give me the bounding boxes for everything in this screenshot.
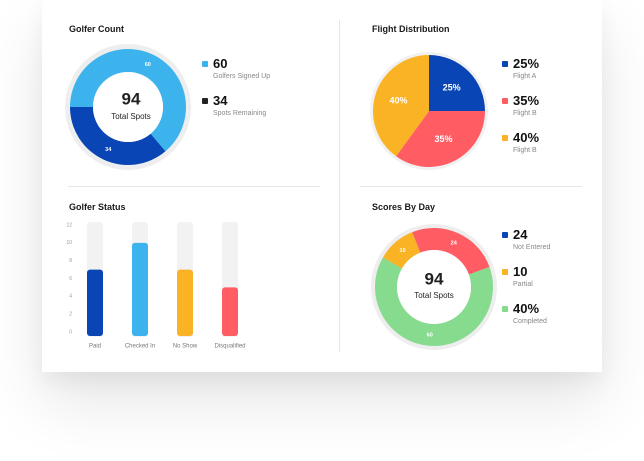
y-tick-label: 8: [69, 258, 72, 264]
golfer-count-slice: [70, 107, 166, 165]
scores-by-day-title: Scores By Day: [372, 202, 436, 212]
legend-swatch: [502, 135, 508, 141]
y-tick-label: 2: [69, 311, 72, 317]
golfer-count-center: [93, 72, 163, 142]
legend-value: 60: [213, 56, 228, 71]
legend-swatch: [502, 61, 508, 67]
scores-center-value: 94: [425, 269, 444, 288]
legend-swatch: [502, 306, 508, 312]
legend-item-flight-a: 25% Flight A: [502, 57, 539, 80]
y-tick-label: 4: [69, 294, 72, 300]
bar-disqualified: [222, 287, 238, 336]
legend-swatch: [502, 269, 508, 275]
y-tick-label: 10: [66, 240, 72, 246]
scores-by-day-slice-label: 10: [400, 248, 406, 254]
bar-no-show: [177, 269, 193, 336]
golfer-count-legend: 60 Golfers Signed Up 34 Spots Remaining: [202, 57, 270, 131]
scores-by-day-slice: [382, 232, 421, 269]
flight-distribution-slice: [429, 55, 485, 111]
legend-value: 25%: [513, 56, 540, 71]
y-tick-label: 12: [66, 222, 72, 228]
x-tick-label: Paid: [89, 344, 101, 350]
x-tick-label: Checked In: [125, 344, 155, 350]
horizontal-divider-right: [360, 186, 582, 187]
bar-paid: [87, 269, 103, 336]
golfer-count-slice-label: 60: [145, 62, 151, 68]
legend-label: Flight B: [513, 147, 537, 154]
vertical-divider: [339, 20, 340, 352]
x-tick-label: Disqualified: [214, 344, 245, 350]
x-tick-label: No Show: [173, 344, 198, 350]
flight-distribution-slice-label: 40%: [390, 95, 408, 105]
legend-label: Completed: [513, 318, 547, 325]
golfer-count-slice-label: 34: [105, 147, 112, 153]
legend-label: Golfers Signed Up: [213, 73, 271, 80]
legend-label: Not Entered: [513, 244, 551, 251]
legend-item-flight-b-2: 40% Flight B: [502, 131, 539, 154]
legend-value: 24: [513, 227, 528, 242]
flight-distribution-slice-label: 25%: [443, 83, 461, 93]
flight-distribution-slice: [373, 55, 429, 157]
scores-center-label: Total Spots: [414, 291, 454, 300]
scores-center: [397, 250, 471, 324]
bar-checked-in: [132, 242, 148, 336]
legend-item-flight-b: 35% Flight B: [502, 94, 539, 117]
legend-item-remaining: 34 Spots Remaining: [202, 94, 270, 117]
legend-swatch: [502, 232, 508, 238]
flight-distribution-legend: 25% Flight A 35% Flight B 40% Flight B: [502, 57, 539, 168]
legend-swatch: [502, 98, 508, 104]
scores-by-day-slice-label: 60: [427, 332, 433, 338]
golfer-count-center-label: Total Spots: [111, 112, 151, 121]
legend-label: Flight A: [513, 73, 537, 80]
flight-distribution-title: Flight Distribution: [372, 24, 450, 34]
golfer-count-center-value: 94: [122, 89, 141, 108]
scores-by-day-slice: [412, 228, 490, 275]
legend-value: 40%: [513, 301, 540, 316]
legend-value: 34: [213, 93, 228, 108]
golfer-count-title: Golfer Count: [69, 24, 124, 34]
y-tick-label: 6: [69, 276, 72, 282]
golfer-count-slice: [70, 48, 187, 152]
legend-value: 35%: [513, 93, 540, 108]
scores-by-day-legend: 24 Not Entered 10 Partial 40% Completed: [502, 228, 550, 339]
legend-item-not-entered: 24 Not Entered: [502, 228, 550, 251]
golfer-status-title: Golfer Status: [69, 202, 126, 212]
legend-item-partial: 10 Partial: [502, 265, 550, 288]
scores-by-day-slice: [374, 257, 494, 347]
legend-swatch: [202, 61, 208, 67]
flight-distribution-slice-label: 35%: [435, 134, 453, 144]
legend-label: Spots Remaining: [213, 110, 267, 117]
legend-item-completed: 40% Completed: [502, 302, 550, 325]
legend-swatch: [202, 98, 208, 104]
legend-value: 10: [513, 264, 528, 279]
horizontal-divider-left: [68, 186, 320, 187]
scores-by-day-slice-label: 24: [451, 241, 458, 247]
legend-value: 40%: [513, 130, 540, 145]
legend-label: Flight B: [513, 110, 537, 117]
flight-distribution-slice: [396, 111, 485, 168]
y-tick-label: 0: [69, 329, 72, 335]
legend-item-signed-up: 60 Golfers Signed Up: [202, 57, 270, 80]
legend-label: Partial: [513, 281, 533, 288]
